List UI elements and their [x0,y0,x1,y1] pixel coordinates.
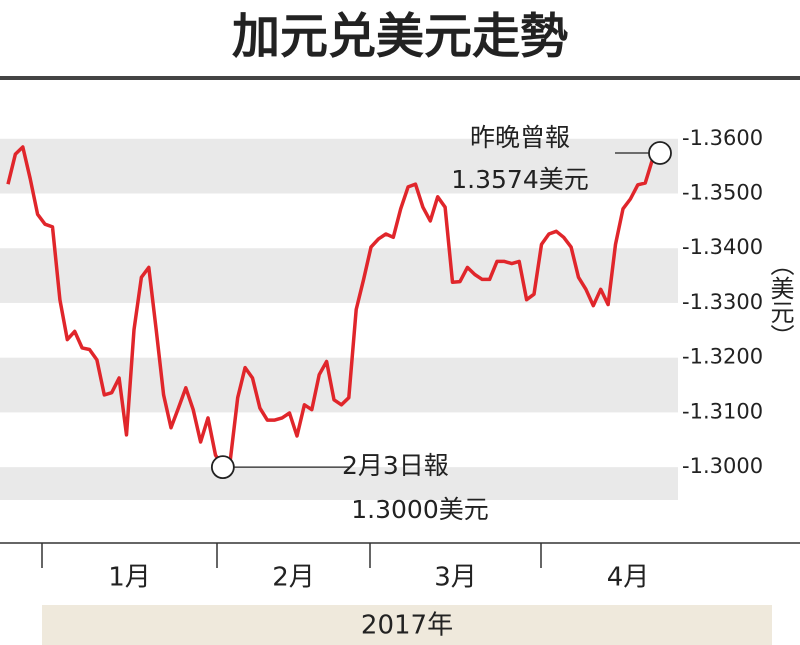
y-tick-label: -1.3300 [682,290,763,314]
y-tick-label: -1.3500 [682,181,763,205]
y-tick-label: -1.3200 [682,345,763,369]
line [6,145,662,469]
grid-band [0,467,678,500]
title-rule [0,76,800,80]
y-tick-label: -1.3100 [682,399,763,423]
y-axis-label: （美元） [766,252,794,348]
x-tick-label: 2月 [272,563,315,593]
annotation: 1.3000美元 [351,495,488,524]
annotation: 2月3日報 [342,451,449,480]
x-tick-label: 4月 [607,563,650,593]
y-tick-label: -1.3400 [682,235,763,259]
annotation: 1.3574美元 [451,165,588,194]
grid-band [0,138,678,194]
point-marker [210,455,235,480]
y-tick-label: -1.3600 [682,126,763,150]
grid-band [0,248,678,303]
x-tick-label: 3月 [434,563,477,593]
year-band [42,605,772,645]
year-label: 2017年 [361,611,453,641]
bands [0,138,678,500]
annotation: 昨晚曾報 [470,123,570,152]
chart-title: 加元兑美元走勢 [232,9,568,65]
x-tick-label: 1月 [108,563,151,593]
y-tick-label: -1.3000 [682,454,763,478]
point-marker [648,141,672,165]
